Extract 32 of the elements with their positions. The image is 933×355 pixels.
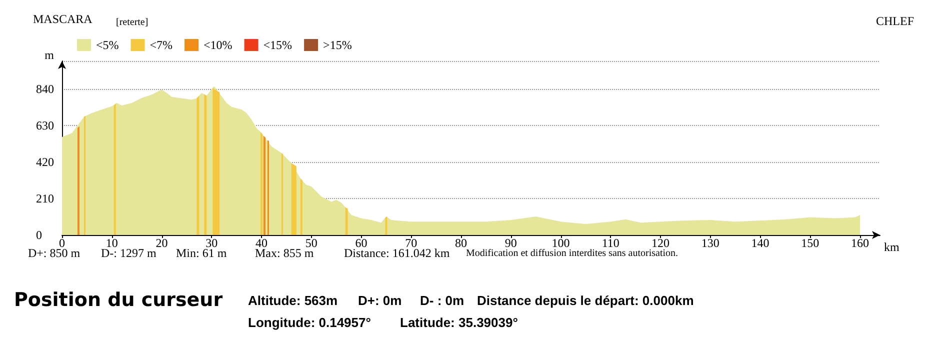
text: Altitude: 563m [248, 293, 338, 308]
legend-label: <15% [263, 38, 292, 52]
text: CHLEF [876, 14, 914, 29]
y-axis-title: m [44, 48, 55, 62]
y-tick-label: 210 [36, 191, 54, 206]
x-tick-label: 120 [652, 236, 670, 250]
text: Modification et diffusion interdites sans autorisation. [466, 248, 678, 259]
x-tick-label: 150 [801, 236, 820, 250]
x-tick-label: 130 [701, 236, 720, 250]
x-tick-label: 160 [851, 236, 870, 250]
x-tick-label: 80 [455, 236, 468, 250]
text: D- : 0m [420, 293, 464, 308]
y-tick-label: 840 [36, 82, 54, 96]
legend-label: <7% [150, 38, 173, 52]
x-tick-label: 90 [504, 236, 517, 250]
text: D+: 0m [358, 293, 402, 308]
text: Longitude: 0.14957° [248, 315, 371, 330]
text: Latitude: 35.39039° [400, 315, 518, 330]
text: MASCARA [33, 12, 92, 27]
x-axis-title: km [884, 240, 900, 254]
legend-label: <10% [204, 38, 232, 52]
x-tick-label: 20 [156, 236, 168, 250]
text: Position du curseur [14, 289, 223, 311]
y-tick-label: 630 [36, 118, 54, 132]
y-tick-label: 420 [36, 154, 54, 169]
x-tick-label: 140 [751, 236, 770, 250]
x-tick-label: 110 [602, 236, 620, 250]
x-tick-label: 100 [552, 236, 570, 250]
text: [reterte] [116, 17, 148, 28]
legend-label: <5% [96, 38, 119, 52]
text: Distance depuis le départ: 0.000km [477, 293, 694, 308]
legend-label: >15% [323, 38, 352, 52]
